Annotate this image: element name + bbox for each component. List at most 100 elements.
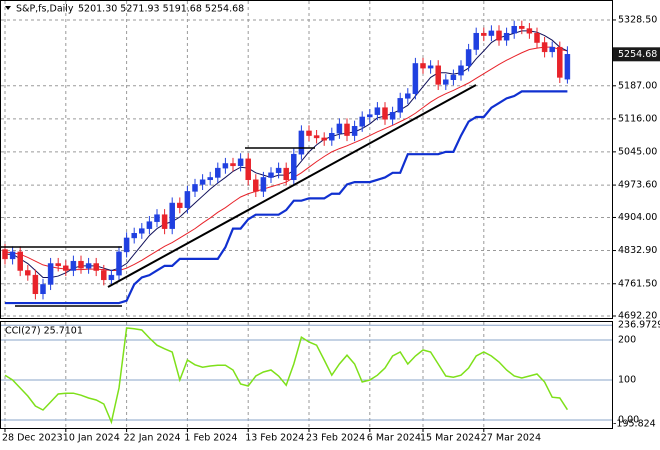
candle-body (481, 32, 487, 36)
last-price-box (613, 47, 660, 62)
candle-body (177, 202, 183, 208)
candle-body (458, 65, 464, 76)
candle-body (473, 32, 479, 50)
main-frame (0, 0, 613, 319)
candle-body (169, 202, 175, 229)
y-tick-label: 5045.00 (618, 146, 657, 157)
candle-body (557, 46, 563, 78)
candle-body (268, 172, 274, 178)
candle-body (9, 251, 16, 260)
candle-body (344, 123, 350, 136)
cci-line (4, 327, 569, 425)
candle-body (192, 184, 198, 192)
candle-body (488, 30, 495, 36)
candle-body (351, 126, 358, 136)
trend-line (107, 84, 477, 288)
candle-body (199, 179, 206, 185)
y-tick-label: 4761.50 (618, 278, 657, 289)
x-tick-label: 6 Mar 2024 (367, 433, 421, 444)
candle-body (63, 265, 69, 271)
indicator-title: CCI(27) 25.7101 (5, 326, 83, 337)
y-tick-label: 100 (618, 375, 636, 386)
candle-body (207, 177, 213, 181)
candle-body (526, 28, 533, 34)
candle-body (230, 163, 236, 167)
menu-arrow (5, 6, 11, 10)
candle-body (215, 167, 221, 178)
candle-body (519, 25, 525, 29)
y-tick-label: 4832.90 (618, 245, 657, 256)
candle-body (496, 30, 502, 41)
candle-body (17, 251, 23, 271)
candle-body (443, 79, 449, 85)
candle-body (291, 153, 297, 181)
candle-body (184, 191, 191, 208)
symbol-title: S&P,fs,Daily (16, 4, 74, 15)
candle-body (253, 179, 259, 192)
candle-body (161, 214, 168, 229)
candle-body (405, 93, 411, 99)
candle-body (108, 274, 115, 281)
candle-body (511, 25, 517, 34)
y-tick-label: 5116.00 (618, 113, 657, 124)
y-tick-label: 5187.00 (618, 80, 657, 91)
x-tick-label: 1 Feb 2024 (184, 433, 237, 444)
candle-body (85, 263, 92, 269)
x-tick-label: 28 Dec 2023 (2, 433, 63, 444)
candle-body (549, 46, 555, 53)
candle-body (146, 221, 153, 229)
y-tick-label: 4904.00 (618, 212, 657, 223)
y-tick-label: 236.9729 (618, 320, 660, 331)
candle-body (306, 130, 312, 136)
candle-body (541, 42, 548, 53)
candle-body (359, 116, 365, 127)
candle-body (465, 49, 472, 67)
indicator-line (5, 90, 568, 305)
last-price-label: 5254.68 (618, 49, 657, 60)
candle-body (101, 270, 107, 281)
candle-body (397, 98, 403, 113)
candle-body (389, 112, 396, 120)
candle-body (564, 54, 571, 80)
candle-body (275, 167, 282, 174)
candle-body (70, 260, 77, 271)
y-tick-label: 0.00 (618, 415, 639, 426)
candle-body (427, 65, 434, 69)
candle-body (237, 158, 244, 167)
y-tick-label: 5328.50 (618, 14, 657, 25)
candle-body (93, 263, 99, 271)
ohlc-header: 5201.30 5271.93 5191.68 5254.68 (78, 4, 244, 15)
x-tick-label: 15 Mar 2024 (420, 433, 480, 444)
indicator-frame (0, 321, 613, 429)
candle-body (420, 63, 426, 69)
candle-body (245, 158, 251, 181)
candle-body (131, 233, 137, 239)
candle-body (260, 177, 267, 192)
scale-min-label: -195.824 (613, 419, 656, 430)
candle-body (329, 132, 335, 141)
candle-body (116, 251, 122, 276)
candle-body (367, 114, 373, 118)
candle-body (382, 107, 388, 120)
x-tick-label: 27 Mar 2024 (481, 433, 541, 444)
candle-body (534, 32, 540, 43)
candle-body (321, 137, 327, 141)
candle-body (283, 167, 289, 181)
x-tick-label: 10 Jan 2024 (63, 433, 120, 444)
candle-body (374, 107, 381, 115)
candle-body (450, 74, 457, 80)
y-tick-label: 4973.60 (618, 180, 657, 191)
x-tick-label: 13 Feb 2024 (245, 433, 304, 444)
candle-body (139, 228, 145, 234)
y-tick-label: 200 (618, 335, 636, 346)
candle-body (336, 123, 343, 134)
candle-body (313, 135, 320, 139)
candle-body (2, 249, 8, 260)
y-tick-label: 4692.20 (618, 310, 657, 321)
candle-body (154, 214, 160, 222)
candle-body (435, 65, 441, 85)
candle-body (32, 274, 39, 295)
candle-body (412, 63, 419, 94)
